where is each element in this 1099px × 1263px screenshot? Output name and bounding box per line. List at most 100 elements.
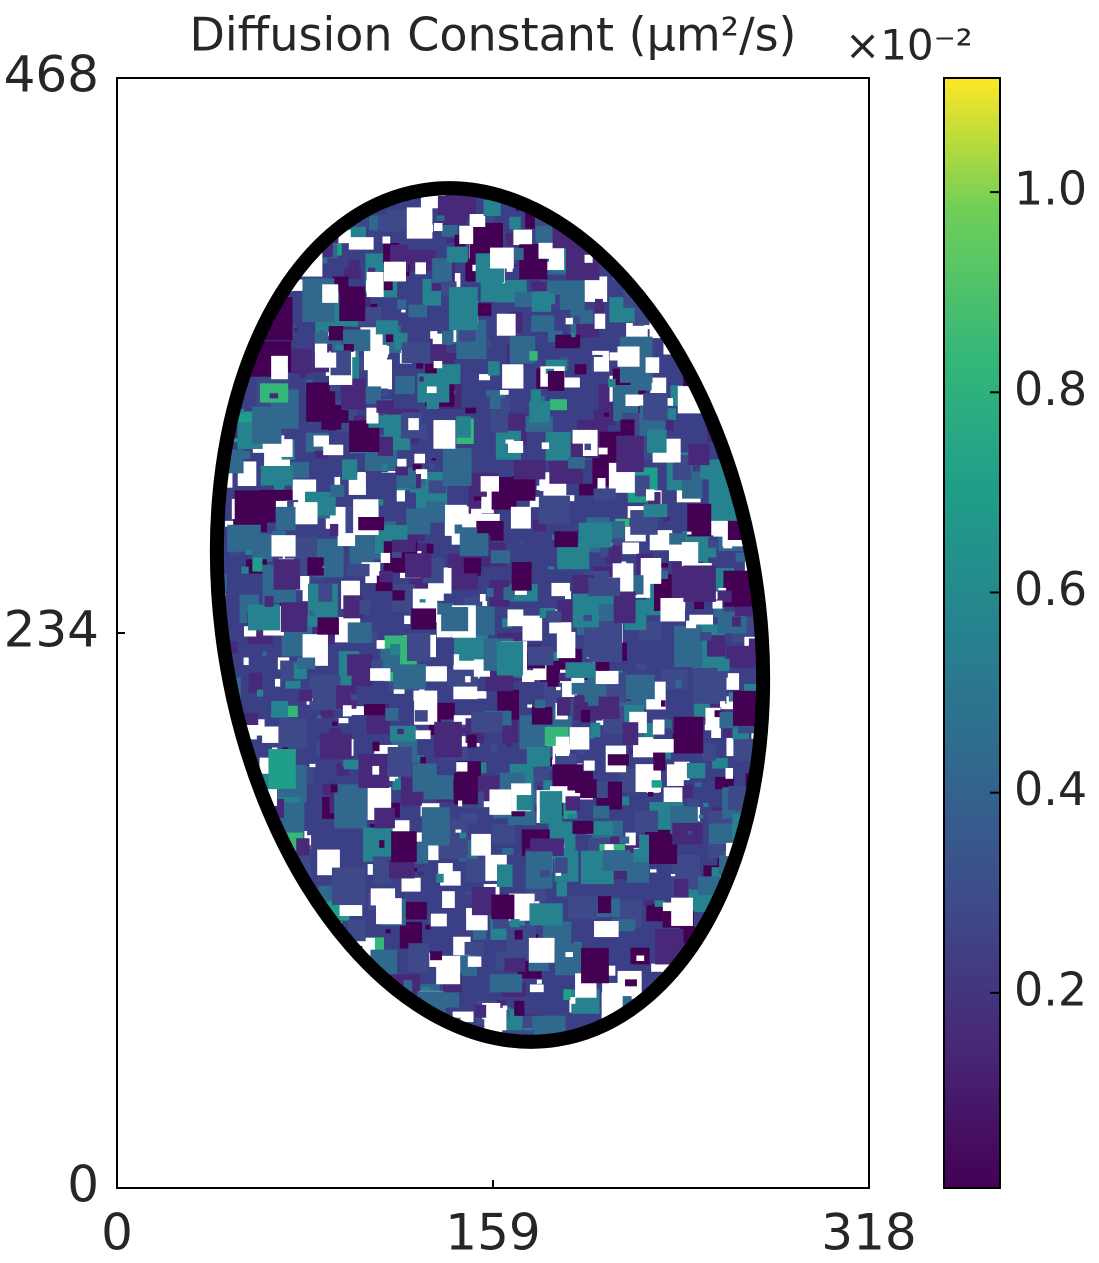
texture — [348, 237, 374, 250]
texture — [239, 250, 254, 260]
texture — [350, 694, 358, 701]
texture — [268, 748, 296, 789]
texture — [200, 187, 223, 208]
texture — [426, 386, 437, 394]
texture — [248, 672, 263, 693]
texture — [376, 400, 394, 413]
texture — [712, 757, 728, 769]
texture — [545, 359, 568, 371]
texture — [254, 1062, 285, 1082]
texture — [209, 1007, 227, 1033]
texture — [644, 325, 652, 330]
texture — [273, 885, 300, 899]
texture — [246, 267, 254, 272]
texture — [760, 460, 790, 491]
texture — [735, 552, 752, 562]
texture — [370, 668, 391, 681]
texture — [750, 855, 757, 861]
texture — [374, 807, 395, 829]
texture — [217, 926, 239, 949]
texture — [464, 941, 484, 955]
texture — [227, 531, 247, 552]
texture — [580, 709, 591, 723]
texture — [567, 813, 578, 819]
texture — [737, 411, 760, 428]
texture — [202, 876, 221, 890]
texture — [590, 722, 601, 738]
texture — [604, 844, 614, 853]
texture — [538, 395, 546, 406]
texture — [202, 898, 217, 915]
texture — [293, 327, 298, 333]
texture — [742, 428, 765, 449]
texture — [530, 389, 541, 404]
texture — [765, 804, 787, 826]
texture — [228, 995, 240, 1010]
texture — [755, 521, 772, 545]
texture — [768, 231, 790, 260]
texture — [606, 965, 616, 976]
texture — [706, 1032, 728, 1053]
texture — [761, 967, 781, 994]
texture — [683, 1040, 715, 1082]
texture — [507, 609, 524, 627]
texture — [214, 239, 238, 266]
texture — [744, 451, 777, 483]
texture — [392, 539, 416, 553]
texture — [699, 632, 712, 641]
texture — [298, 204, 313, 222]
texture — [328, 326, 344, 341]
texture — [517, 171, 526, 179]
texture — [584, 691, 602, 703]
texture — [274, 937, 280, 946]
texture — [675, 255, 694, 281]
texture — [586, 1056, 592, 1060]
texture — [529, 984, 544, 993]
texture — [212, 929, 230, 942]
texture — [478, 762, 487, 774]
texture — [401, 342, 431, 364]
texture — [241, 451, 251, 459]
texture — [776, 790, 784, 797]
texture — [469, 214, 486, 227]
texture — [675, 679, 682, 689]
texture — [709, 283, 731, 297]
texture — [529, 351, 538, 361]
texture — [436, 955, 461, 985]
texture — [250, 1054, 261, 1067]
texture — [448, 287, 478, 331]
texture — [288, 188, 304, 204]
texture — [235, 713, 259, 726]
texture — [372, 741, 380, 752]
texture — [522, 615, 543, 641]
texture — [459, 225, 474, 245]
texture — [707, 981, 715, 986]
texture — [473, 496, 482, 501]
texture — [555, 334, 581, 349]
texture — [207, 373, 234, 395]
colorbar-tick-label: 1.0 — [1014, 162, 1087, 216]
texture — [662, 516, 670, 522]
texture — [773, 916, 797, 943]
texture — [428, 463, 435, 471]
texture — [275, 678, 281, 687]
texture — [536, 485, 542, 491]
texture — [314, 343, 328, 354]
texture — [778, 593, 793, 602]
texture — [510, 919, 520, 928]
texture — [630, 376, 652, 391]
texture — [252, 406, 282, 444]
texture — [490, 744, 498, 753]
texture — [546, 610, 562, 623]
texture — [363, 704, 386, 716]
texture — [776, 450, 807, 490]
texture — [253, 923, 283, 951]
texture — [271, 535, 296, 557]
texture — [565, 317, 573, 325]
texture — [722, 1051, 755, 1071]
texture — [778, 209, 795, 225]
texture — [714, 710, 721, 718]
texture — [502, 847, 514, 855]
texture — [323, 444, 344, 456]
texture — [565, 495, 575, 502]
